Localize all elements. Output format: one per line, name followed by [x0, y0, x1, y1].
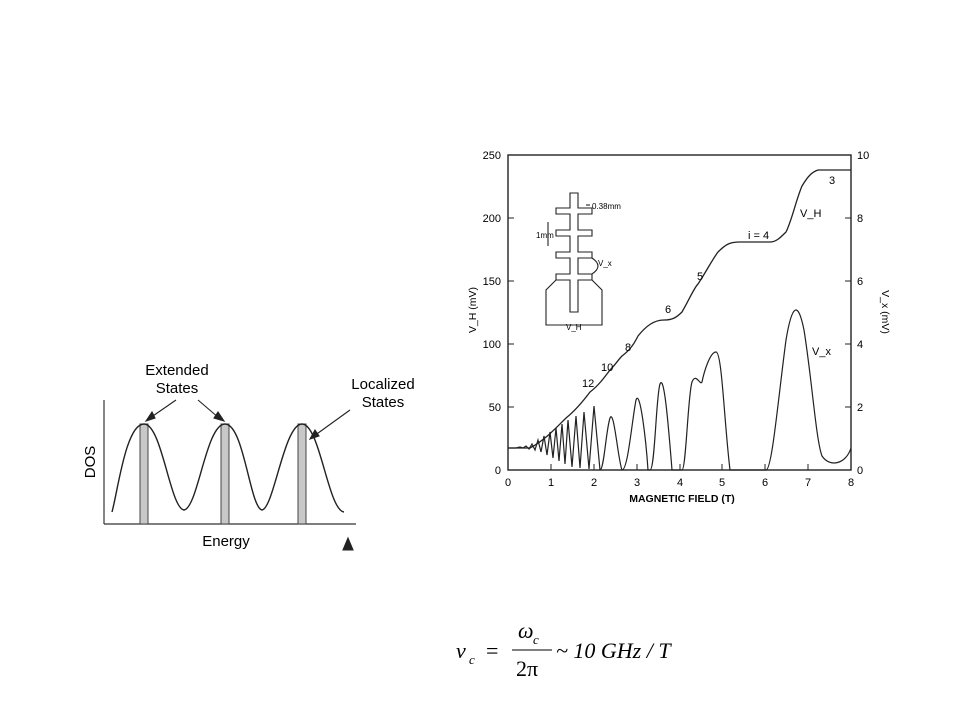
x-tick-8: 8: [848, 477, 854, 489]
qhe-left-axis-title: V_H (mV): [467, 287, 479, 333]
y-right-tick-8: 8: [857, 213, 863, 225]
formula-numerator-sub: c: [533, 632, 539, 647]
arrow-extended-right-head: [213, 411, 226, 422]
annotation-i4: i = 4: [748, 230, 769, 242]
formula-rhs: ~ 10 GHz / T: [556, 638, 672, 663]
annotation-vx: V_x: [812, 346, 831, 358]
qhe-right-axis-title: V_x (mV): [879, 290, 891, 334]
formula-lhs-sub: c: [469, 652, 475, 667]
formula-denominator: 2π: [516, 656, 538, 681]
qhe-right-tick-labels: 0 2 4 6 8 10: [857, 150, 869, 477]
extended-band-2: [220, 423, 230, 525]
dos-arrows: [144, 399, 354, 551]
qhe-ticks: [508, 154, 851, 471]
extended-band-3: [297, 423, 307, 525]
dos-x-label: Energy: [202, 533, 250, 550]
hall-bar-inset: [545, 192, 603, 326]
qhe-x-tick-labels: 0 1 2 3 4 5 6 7 8: [505, 477, 854, 489]
x-tick-3: 3: [634, 477, 640, 489]
x-tick-0: 0: [505, 477, 511, 489]
y-left-tick-100: 100: [483, 339, 501, 351]
extended-band-1: [139, 423, 149, 525]
qhe-figure: 0 50 100 150 200 250 0 2 4 6 8 10 0 1 2 …: [467, 150, 891, 505]
y-left-tick-250: 250: [483, 150, 501, 162]
annotation-10: 10: [601, 362, 613, 374]
formula-eq: =: [486, 638, 498, 663]
inset-vh-label: V_H: [566, 323, 582, 332]
y-right-tick-2: 2: [857, 402, 863, 414]
x-tick-5: 5: [719, 477, 725, 489]
annotation-3: 3: [829, 175, 835, 187]
hall-bar-outline: [555, 192, 593, 313]
dos-y-label: DOS: [82, 446, 99, 479]
hall-bar-vh-wire: [545, 279, 603, 326]
y-right-tick-6: 6: [857, 276, 863, 288]
dos-figure: Extended States Localized States DOS Ene…: [82, 362, 415, 551]
inset-width-label: 0.38mm: [592, 202, 621, 211]
y-right-tick-0: 0: [857, 465, 863, 477]
inset-length-label: 1mm: [536, 231, 554, 240]
annotation-12: 12: [582, 378, 594, 390]
arrow-extended-left-head: [144, 410, 156, 423]
series-vh-line: [508, 169, 851, 449]
qhe-plot-frame: [507, 154, 852, 471]
label-extended-1: Extended: [145, 362, 208, 379]
arrow-localized-head: [308, 428, 320, 440]
label-extended-2: States: [156, 380, 199, 397]
arrow-extended-left: [149, 399, 177, 419]
annotation-vh: V_H: [800, 208, 821, 220]
y-left-tick-200: 200: [483, 213, 501, 225]
x-tick-1: 1: [548, 477, 554, 489]
label-localized-1: Localized: [351, 376, 414, 393]
y-right-tick-10: 10: [857, 150, 869, 162]
qhe-annotations: 3 V_H i = 4 5 6 8 10 12 V_x: [582, 175, 835, 390]
qhe-left-tick-labels: 0 50 100 150 200 250: [483, 150, 501, 477]
hall-bar-inset-labels: 0.38mm 1mm V_x V_H: [536, 202, 621, 332]
annotation-5: 5: [697, 271, 703, 283]
y-left-tick-50: 50: [489, 402, 501, 414]
formula-numerator: ω: [518, 618, 534, 643]
y-left-tick-150: 150: [483, 276, 501, 288]
x-tick-4: 4: [677, 477, 683, 489]
hall-bar-vx-wire: [591, 257, 599, 275]
energy-marker-arrow: [342, 536, 354, 551]
inset-vx-label: V_x: [598, 259, 612, 268]
dos-curve: [111, 423, 345, 513]
formula-lhs: ν: [456, 638, 466, 663]
y-left-tick-0: 0: [495, 465, 501, 477]
arrow-localized: [313, 409, 351, 437]
annotation-8: 8: [625, 342, 631, 354]
y-right-tick-4: 4: [857, 339, 863, 351]
label-localized-2: States: [362, 394, 405, 411]
cyclotron-formula: ν c = ω c 2π ~ 10 GHz / T: [456, 618, 672, 681]
x-tick-7: 7: [805, 477, 811, 489]
qhe-x-axis-title: MAGNETIC FIELD (T): [629, 493, 735, 505]
x-tick-6: 6: [762, 477, 768, 489]
series-vx-line: [508, 309, 852, 471]
x-tick-2: 2: [591, 477, 597, 489]
annotation-6: 6: [665, 304, 671, 316]
